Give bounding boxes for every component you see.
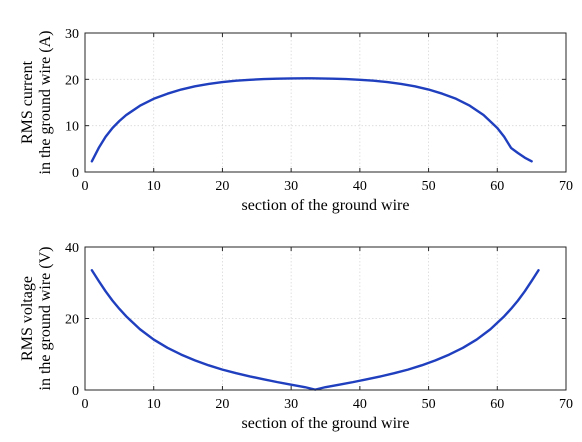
voltage-x-tick-label: 20 [215, 397, 229, 412]
current-x-axis-label: section of the ground wire [242, 197, 410, 214]
current-y-axis-label-line: RMS current [19, 60, 36, 144]
current-x-tick-label: 70 [559, 179, 573, 194]
current-x-tick-label: 20 [215, 179, 229, 194]
current-y-tick-label: 10 [65, 120, 79, 135]
voltage-y-tick-label: 40 [65, 241, 79, 256]
voltage-chart: 0 10 20 30 40 50 60 70 0 20 40 section of the groun… [19, 241, 573, 432]
current-x-tick-label: 40 [353, 179, 367, 194]
voltage-x-tick-label: 50 [422, 397, 436, 412]
voltage-x-tick-label: 0 [82, 397, 89, 412]
current-chart: 0 10 20 30 40 50 60 70 0 10 20 30 section of the gro… [19, 27, 573, 214]
current-plot-area [85, 33, 566, 172]
current-y-tick-label: 20 [65, 73, 79, 88]
voltage-x-axis-label: section of the ground wire [242, 415, 410, 432]
voltage-plot-area [85, 247, 566, 390]
current-axes-frame [84, 32, 567, 173]
voltage-x-tick-label: 30 [284, 397, 298, 412]
current-x-tick-label: 50 [422, 179, 436, 194]
current-series-line [90, 77, 533, 163]
voltage-x-tick-label: 40 [353, 397, 367, 412]
current-x-tick-label: 10 [147, 179, 161, 194]
current-x-tick-label: 60 [490, 179, 504, 194]
voltage-y-axis-label-line: RMS voltage [19, 276, 36, 361]
current-y-axis-label-line: in the ground wire (A) [37, 31, 54, 175]
current-x-tick-label: 30 [284, 179, 298, 194]
voltage-x-tick-label: 60 [490, 397, 504, 412]
voltage-y-axis-label-line: in the ground wire (V) [37, 247, 54, 391]
current-y-tick-label: 30 [65, 27, 79, 42]
voltage-y-tick-label: 20 [65, 313, 79, 328]
voltage-y-tick-label: 0 [72, 384, 79, 399]
voltage-x-tick-label: 70 [559, 397, 573, 412]
voltage-x-tick-label: 10 [147, 397, 161, 412]
current-y-tick-label: 0 [72, 166, 79, 181]
current-x-tick-label: 0 [82, 179, 89, 194]
